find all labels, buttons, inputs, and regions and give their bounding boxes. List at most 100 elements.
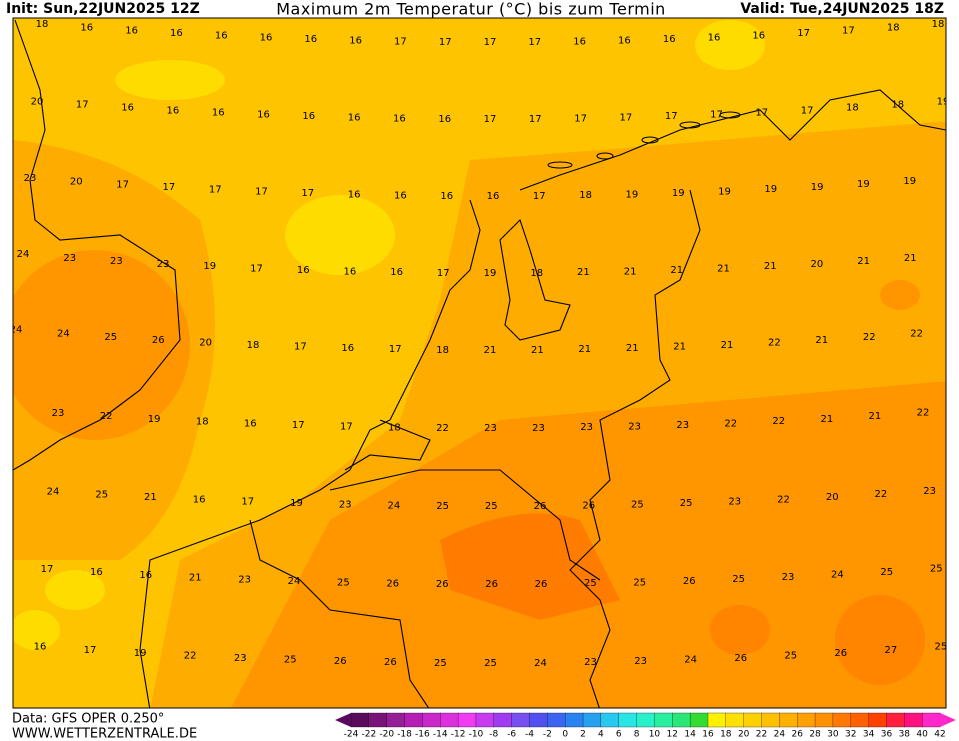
temperature-label: 25 <box>104 332 117 343</box>
temperature-label: 16 <box>244 418 257 429</box>
temperature-label: 16 <box>167 105 180 116</box>
temperature-label: 16 <box>212 108 225 119</box>
temperature-label: 16 <box>257 110 270 121</box>
valid-time: Valid: Tue,24JUN2025 18Z <box>740 1 944 17</box>
temperature-label: 24 <box>831 570 844 581</box>
temperature-label: 16 <box>80 22 93 33</box>
colorbar-swatch <box>350 712 370 728</box>
temperature-label: 19 <box>134 648 147 659</box>
temperature-label: 26 <box>436 579 449 590</box>
temperature-label: 17 <box>801 105 814 116</box>
colorbar-swatch <box>904 712 923 728</box>
temperature-label: 25 <box>95 489 108 500</box>
colorbar-label: 38 <box>899 730 911 740</box>
temperature-label: 19 <box>626 189 639 200</box>
temperature-label: 24 <box>10 325 23 336</box>
colorbar-label: -14 <box>433 730 448 740</box>
temperature-label: 18 <box>530 268 543 279</box>
temperature-label: 16 <box>302 111 315 122</box>
colorbar-label: -6 <box>507 730 516 740</box>
temperature-label: 25 <box>880 567 893 578</box>
temperature-label: 22 <box>863 332 876 343</box>
colorbar-label: -4 <box>525 730 534 740</box>
temperature-label: 23 <box>580 422 593 433</box>
temperature-label: 22 <box>917 408 930 419</box>
colorbar-swatch <box>636 712 656 728</box>
field <box>695 20 765 70</box>
border <box>249 519 430 708</box>
map-frame <box>12 17 947 709</box>
temperature-label: 16 <box>663 34 676 45</box>
temperature-label: 16 <box>348 189 361 200</box>
temperature-label: 26 <box>386 578 399 589</box>
colorbar-label: 34 <box>863 730 875 740</box>
colorbar-swatch <box>654 712 673 728</box>
temperature-label: 17 <box>842 25 855 36</box>
temperature-label: 17 <box>301 188 314 199</box>
field <box>13 250 190 440</box>
temperature-label: 25 <box>584 578 597 589</box>
colorbar-swatch <box>618 712 638 728</box>
temperature-label: 23 <box>238 574 251 585</box>
temperature-label: 25 <box>337 577 350 588</box>
website: WWW.WETTERZENTRALE.DE <box>12 727 197 741</box>
temperature-label: 23 <box>157 259 170 270</box>
temperature-label: 25 <box>434 658 447 669</box>
temperature-label: 21 <box>904 253 917 264</box>
temperature-label: 22 <box>772 416 785 427</box>
temperature-label: 17 <box>533 191 546 202</box>
colorbar-swatch <box>779 712 798 728</box>
temperature-label: 25 <box>631 499 644 510</box>
temperature-label: 21 <box>721 340 734 351</box>
temperature-label: 19 <box>148 414 161 425</box>
temperature-label: 21 <box>531 345 544 356</box>
temperature-label: 21 <box>484 345 497 356</box>
temperature-label: 17 <box>209 185 222 196</box>
temperature-label: 16 <box>487 191 500 202</box>
temperature-label: 17 <box>710 110 723 121</box>
temperature-label: 22 <box>724 418 737 429</box>
temperature-label: 16 <box>752 30 765 41</box>
temperature-label: 19 <box>937 96 950 107</box>
colorbar-label: 14 <box>684 730 696 740</box>
colorbar-swatch <box>922 712 941 728</box>
colorbar-label: 4 <box>598 730 604 740</box>
temperature-label: 17 <box>439 37 452 48</box>
map: 18 16 16 16 16 16 16 16 17 17 17 17 16 16 16 16 16 17 17 18… <box>10 18 950 708</box>
temperature-label: 17 <box>116 179 129 190</box>
temperature-label: 16 <box>394 190 407 201</box>
temperature-label: 24 <box>684 655 697 666</box>
temperature-label: 16 <box>349 35 362 46</box>
temperature-label: 22 <box>910 329 923 340</box>
temperature-label: 21 <box>144 492 157 503</box>
temperature-label: 19 <box>764 184 777 195</box>
colorbar-label: -18 <box>397 730 412 740</box>
temperature-label: 18 <box>846 103 859 114</box>
colorbar-swatch <box>386 712 406 728</box>
temperature-label: 17 <box>292 420 305 431</box>
temperature-label: 17 <box>389 344 402 355</box>
colorbar-label: 40 <box>916 730 928 740</box>
temperature-label: 19 <box>203 261 216 272</box>
temperature-label: 25 <box>930 564 943 575</box>
temperature-label: 20 <box>826 492 839 503</box>
temperature-label: 17 <box>41 564 54 575</box>
temperature-label: 27 <box>884 645 897 656</box>
colorbar-swatch <box>886 712 905 728</box>
temperature-label: 24 <box>57 329 70 340</box>
temperature-label: 23 <box>339 499 352 510</box>
temperature-label: 26 <box>683 576 696 587</box>
temperature-label: 17 <box>665 111 678 122</box>
temperature-label: 23 <box>584 657 597 668</box>
temperature-label: 21 <box>820 414 833 425</box>
temperature-label: 24 <box>288 576 301 587</box>
temperature-label: 20 <box>811 259 824 270</box>
temperature-label: 17 <box>394 36 407 47</box>
temperature-label: 23 <box>24 173 37 184</box>
temperature-label: 16 <box>297 265 310 276</box>
colorbar-label: 12 <box>667 730 678 740</box>
temperature-label: 18 <box>196 416 209 427</box>
temperature-label: 16 <box>393 113 406 124</box>
colorbar-label: 6 <box>616 730 622 740</box>
temperature-label: 26 <box>334 656 347 667</box>
